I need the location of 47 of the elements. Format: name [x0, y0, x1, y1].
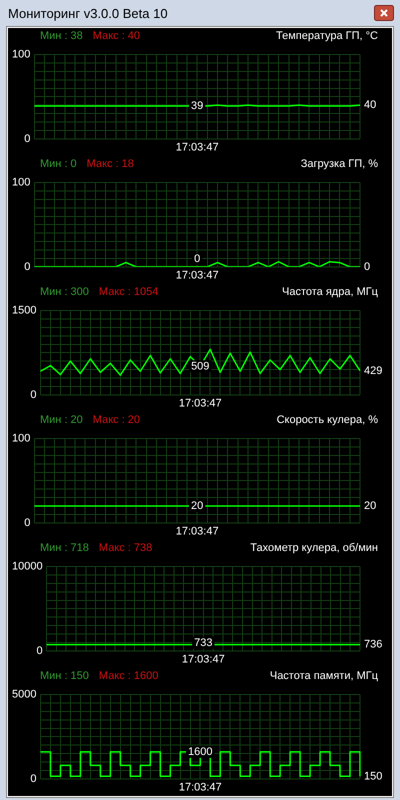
annotation: 0 — [194, 252, 200, 265]
annotation: 20 — [191, 500, 204, 512]
y-tick-label: 10000 — [12, 560, 43, 573]
text: Мин : 0 — [40, 158, 77, 170]
text: Мин : 20 — [40, 414, 83, 426]
y-tick-label: 5000 — [12, 688, 36, 701]
chart-title: Температура ГП, °C — [276, 30, 378, 44]
annotation: 39 — [191, 100, 204, 112]
y-tick-label: 100 — [12, 432, 30, 445]
y-tick-label: 0 — [24, 132, 30, 145]
chart-subtitle: Мониторинг v3.0.0 Beta 10 — [8, 6, 168, 20]
y-tick-label: 1500 — [12, 304, 36, 317]
y-tick-label: 0 — [30, 388, 36, 401]
y-tick-label: 100 — [12, 176, 30, 189]
text: 736 — [364, 638, 382, 651]
y-tick-label: 0 — [24, 260, 30, 273]
text: Мин : 718 — [40, 542, 89, 554]
y-tick-label: 0 — [24, 516, 30, 529]
x-tick-label: 17:03:47 — [176, 141, 219, 154]
text: 429 — [364, 364, 382, 377]
chart-title: Загрузка ГП, % — [300, 158, 378, 172]
text: Макс : 18 — [86, 158, 134, 170]
x-tick-label: 17:03:47 — [178, 397, 222, 410]
y-tick-label: 100 — [12, 48, 30, 61]
text: Макс : 1600 — [98, 670, 158, 682]
x-tick-label: 17:03:47 — [176, 269, 219, 282]
chart-title: Частота памяти, МГц — [270, 670, 378, 684]
text: Мин : 300 — [40, 286, 89, 298]
y-tick-label: 0 — [30, 772, 36, 785]
annotation: 733 — [194, 636, 212, 649]
text: Макс : 738 — [98, 542, 152, 554]
text: Мин : 38 — [40, 30, 83, 42]
text: 40 — [364, 99, 376, 112]
text: Макс : 40 — [92, 30, 140, 42]
chart-title: Тахометр кулера, об/мин — [250, 542, 378, 556]
text: Макс : 1054 — [98, 286, 158, 298]
text: 150 — [364, 770, 382, 782]
chart-title: Скорость кулера, % — [276, 414, 378, 428]
x-tick-label: 17:03:47 — [178, 781, 222, 794]
text: 0 — [364, 260, 370, 273]
text: Мин : 150 — [40, 670, 89, 682]
text: 20 — [364, 500, 376, 512]
text: Макс : 20 — [92, 414, 140, 426]
y-tick-label: 0 — [36, 644, 43, 657]
chart-title: Частота ядра, МГц — [282, 286, 378, 300]
x-tick-label: 17:03:47 — [176, 525, 219, 538]
x-tick-label: 17:03:47 — [182, 653, 225, 666]
